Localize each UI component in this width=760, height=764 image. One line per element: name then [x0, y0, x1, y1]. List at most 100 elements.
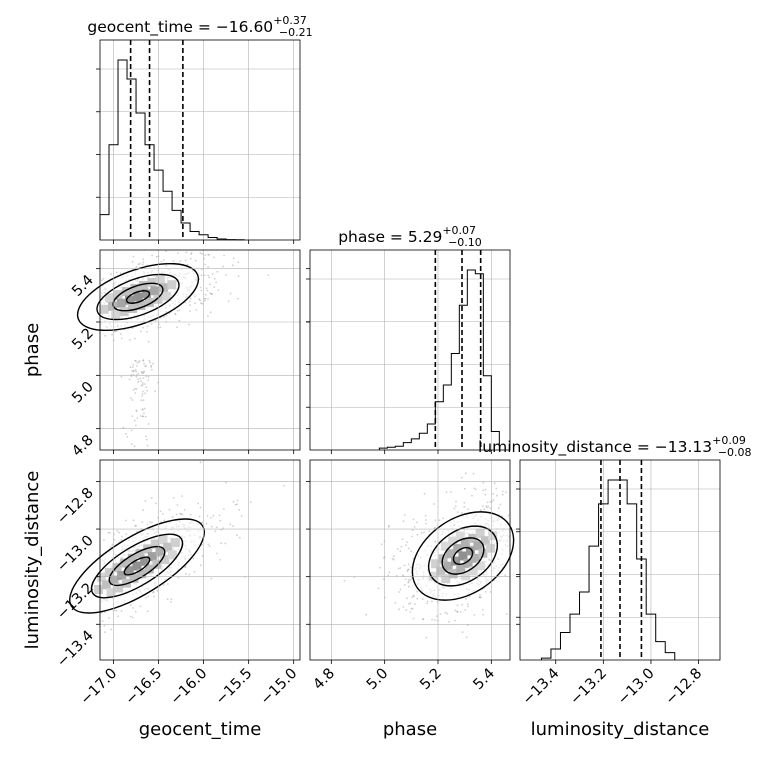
scatter-point-0 — [177, 252, 179, 255]
scatter-tail-point-0 — [141, 408, 144, 411]
hist-step-luminosity-distance — [540, 479, 676, 660]
scatter-point-2 — [465, 636, 468, 639]
scatter-point-1 — [214, 530, 217, 533]
scatter-point-0 — [209, 292, 212, 295]
scatter-point-2 — [463, 501, 466, 504]
scatter-point-1 — [207, 543, 210, 546]
scatter-point-1 — [167, 583, 169, 585]
scatter-point-2 — [365, 613, 367, 616]
contour-0-1 — [96, 273, 180, 321]
scatter-tail-point-0 — [143, 412, 145, 415]
scatter-point-1 — [152, 591, 155, 593]
scatter-point-2 — [492, 493, 494, 495]
ytick-label-phase-0: 4.8 — [69, 432, 97, 460]
scatter-point-2 — [413, 595, 415, 598]
scatter-point-2 — [392, 555, 395, 558]
xtick-label-phase-3: 5.4 — [471, 666, 499, 694]
scatter-point-1 — [134, 610, 137, 613]
scatter-point-2 — [504, 574, 507, 577]
scatter-point-2 — [454, 505, 457, 508]
scatter-point-0 — [119, 333, 122, 335]
scatter-point-0 — [178, 319, 181, 322]
scatter-tail-point-0 — [141, 382, 144, 384]
scatter-tail-point-0 — [140, 370, 143, 373]
scatter-point-2 — [416, 597, 419, 600]
title-phase: phase = 5.29+0.07 −0.10 — [338, 224, 482, 249]
scatter-point-2 — [473, 487, 475, 490]
scatter-tail-point-0 — [135, 409, 138, 412]
scatter-point-2 — [402, 574, 404, 576]
scatter-point-2 — [423, 531, 425, 534]
scatter-point-2 — [461, 512, 463, 514]
scatter-point-1 — [135, 524, 138, 527]
scatter-point-1 — [224, 542, 227, 545]
scatter-point-0 — [236, 297, 239, 300]
scatter-point-0 — [267, 274, 270, 276]
scatter-point-2 — [434, 519, 437, 522]
scatter-point-1 — [188, 573, 191, 576]
scatter-point-0 — [232, 257, 235, 260]
xtick-label-geocent-time-0: −17.0 — [78, 666, 121, 709]
contour-2-3 — [452, 546, 474, 566]
scatter-point-2 — [431, 618, 433, 621]
scatter-tail-point-0 — [143, 407, 146, 410]
hist-panel-geocent-time-frame — [99, 39, 301, 241]
scatter-point-1 — [144, 499, 147, 502]
scatter-point-1 — [240, 515, 243, 517]
scatter-point-1 — [171, 515, 174, 518]
contour-layer — [69, 262, 515, 614]
scatter-point-1 — [107, 531, 110, 534]
contour-1-2 — [108, 545, 166, 587]
scatter-point-0 — [131, 260, 134, 263]
contour-2-0 — [411, 511, 515, 601]
scatter-point-0 — [154, 319, 157, 322]
scatter-point-1 — [139, 605, 142, 608]
scatter-point-2 — [460, 476, 463, 479]
scatter-tail-point-0 — [145, 438, 148, 441]
scatter-point-1 — [162, 513, 164, 515]
scatter-point-2 — [487, 505, 490, 508]
scatter-tail-point-0 — [139, 415, 142, 417]
scatter-point-0 — [225, 274, 228, 276]
scatter-point-1 — [146, 523, 149, 526]
scatter-point-2 — [461, 603, 463, 606]
scatter-point-2 — [423, 492, 426, 495]
scatter-point-2 — [472, 472, 475, 475]
scatter-point-1 — [201, 521, 204, 524]
scatter-point-2 — [449, 491, 452, 493]
scatter-point-0 — [199, 252, 202, 254]
xtick-label-luminosity-distance-3: −12.8 — [663, 666, 706, 709]
scatter-tail-point-0 — [150, 366, 153, 368]
scatter-point-2 — [471, 494, 473, 497]
scatter-point-0 — [188, 323, 191, 326]
scatter-point-0 — [204, 293, 207, 296]
scatter-point-2 — [428, 530, 431, 532]
scatter-tail-point-0 — [134, 369, 137, 371]
scatter-point-0 — [210, 292, 213, 295]
scatter-point-1 — [129, 604, 132, 606]
scatter-point-0 — [190, 252, 193, 254]
scatter-point-1 — [152, 591, 155, 594]
scatter-point-1 — [108, 616, 110, 619]
scatter-point-2 — [466, 603, 469, 605]
xtick-label-luminosity-distance-2: −13.0 — [615, 666, 658, 709]
scatter-point-2 — [397, 567, 400, 570]
scatter-point-2 — [455, 500, 457, 503]
scatter-point-1 — [210, 525, 213, 528]
scatter-tail-point-0 — [131, 399, 134, 401]
scatter-point-2 — [478, 596, 481, 598]
scatter-point-2 — [485, 506, 488, 509]
ytick-label-luminosity-distance-0: −13.4 — [54, 628, 97, 671]
scatter-point-2 — [454, 609, 457, 612]
scatter-point-2 — [502, 490, 504, 493]
scatter-point-2 — [388, 524, 390, 527]
contour-1-0 — [69, 518, 205, 614]
scatter-point-0 — [176, 309, 179, 312]
scatter-point-1 — [129, 615, 132, 618]
scatter-point-0 — [211, 273, 214, 275]
scatter-point-2 — [483, 508, 486, 510]
scatter-point-0 — [194, 302, 197, 305]
scatter-point-2 — [410, 566, 413, 568]
title-luminosity-distance-minus: −0.08 — [718, 446, 752, 459]
scatter-point-0 — [200, 274, 203, 276]
